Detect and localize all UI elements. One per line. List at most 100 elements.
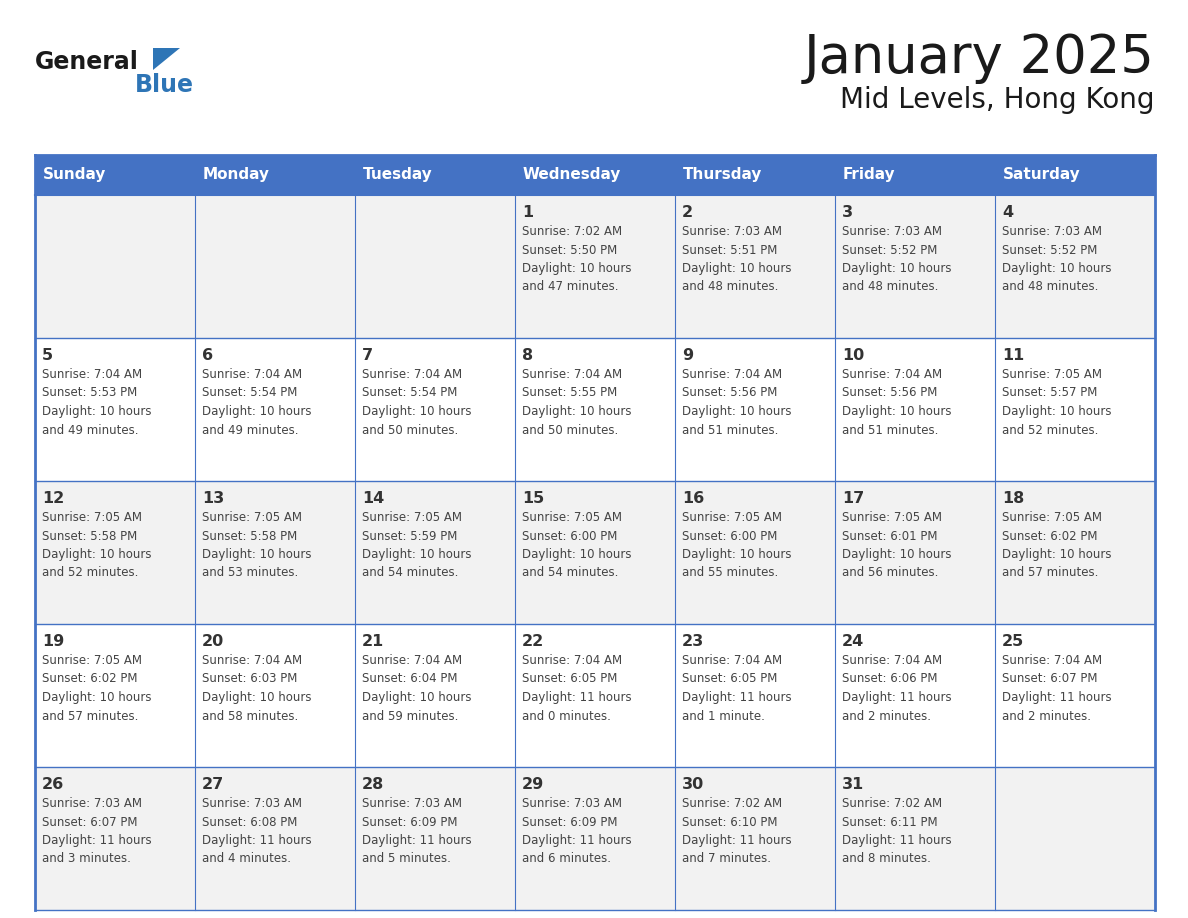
Text: Sunrise: 7:03 AM
Sunset: 6:09 PM
Daylight: 11 hours
and 5 minutes.: Sunrise: 7:03 AM Sunset: 6:09 PM Dayligh…: [362, 797, 472, 866]
Text: Sunrise: 7:04 AM
Sunset: 5:56 PM
Daylight: 10 hours
and 51 minutes.: Sunrise: 7:04 AM Sunset: 5:56 PM Dayligh…: [682, 368, 791, 436]
Bar: [835, 481, 996, 624]
Text: 25: 25: [1001, 634, 1024, 649]
Bar: [355, 155, 516, 195]
Text: Sunrise: 7:05 AM
Sunset: 6:01 PM
Daylight: 10 hours
and 56 minutes.: Sunrise: 7:05 AM Sunset: 6:01 PM Dayligh…: [842, 511, 952, 579]
Text: Sunrise: 7:04 AM
Sunset: 5:54 PM
Daylight: 10 hours
and 50 minutes.: Sunrise: 7:04 AM Sunset: 5:54 PM Dayligh…: [362, 368, 472, 436]
Text: 21: 21: [362, 634, 384, 649]
Text: 18: 18: [1001, 491, 1024, 506]
Text: Mid Levels, Hong Kong: Mid Levels, Hong Kong: [840, 86, 1155, 114]
Text: Thursday: Thursday: [683, 167, 763, 183]
Bar: [996, 155, 1155, 195]
Bar: [195, 481, 355, 624]
Text: Blue: Blue: [135, 73, 194, 97]
Bar: [675, 338, 835, 481]
Bar: [516, 195, 675, 338]
Text: 11: 11: [1001, 348, 1024, 363]
Bar: [355, 767, 516, 910]
Text: 10: 10: [842, 348, 864, 363]
Bar: [675, 195, 835, 338]
Bar: [996, 195, 1155, 338]
Text: Sunrise: 7:03 AM
Sunset: 6:07 PM
Daylight: 11 hours
and 3 minutes.: Sunrise: 7:03 AM Sunset: 6:07 PM Dayligh…: [42, 797, 152, 866]
Text: Sunrise: 7:03 AM
Sunset: 6:08 PM
Daylight: 11 hours
and 4 minutes.: Sunrise: 7:03 AM Sunset: 6:08 PM Dayligh…: [202, 797, 311, 866]
Text: Sunrise: 7:02 AM
Sunset: 5:50 PM
Daylight: 10 hours
and 47 minutes.: Sunrise: 7:02 AM Sunset: 5:50 PM Dayligh…: [522, 225, 632, 294]
Bar: [195, 624, 355, 767]
Bar: [516, 338, 675, 481]
Text: 26: 26: [42, 777, 64, 792]
Bar: [835, 624, 996, 767]
Bar: [835, 767, 996, 910]
Polygon shape: [153, 48, 181, 70]
Text: 13: 13: [202, 491, 225, 506]
Bar: [835, 155, 996, 195]
Bar: [195, 195, 355, 338]
Text: 30: 30: [682, 777, 704, 792]
Bar: [516, 481, 675, 624]
Bar: [996, 624, 1155, 767]
Text: Sunrise: 7:05 AM
Sunset: 5:58 PM
Daylight: 10 hours
and 52 minutes.: Sunrise: 7:05 AM Sunset: 5:58 PM Dayligh…: [42, 511, 152, 579]
Text: Sunrise: 7:04 AM
Sunset: 6:07 PM
Daylight: 11 hours
and 2 minutes.: Sunrise: 7:04 AM Sunset: 6:07 PM Dayligh…: [1001, 654, 1112, 722]
Text: Sunrise: 7:04 AM
Sunset: 6:06 PM
Daylight: 11 hours
and 2 minutes.: Sunrise: 7:04 AM Sunset: 6:06 PM Dayligh…: [842, 654, 952, 722]
Bar: [675, 767, 835, 910]
Bar: [34, 624, 195, 767]
Text: 20: 20: [202, 634, 225, 649]
Text: General: General: [34, 50, 139, 74]
Text: Sunrise: 7:05 AM
Sunset: 6:02 PM
Daylight: 10 hours
and 57 minutes.: Sunrise: 7:05 AM Sunset: 6:02 PM Dayligh…: [42, 654, 152, 722]
Text: 12: 12: [42, 491, 64, 506]
Bar: [675, 481, 835, 624]
Text: Sunrise: 7:05 AM
Sunset: 6:02 PM
Daylight: 10 hours
and 57 minutes.: Sunrise: 7:05 AM Sunset: 6:02 PM Dayligh…: [1001, 511, 1112, 579]
Text: 14: 14: [362, 491, 384, 506]
Text: Sunrise: 7:05 AM
Sunset: 5:57 PM
Daylight: 10 hours
and 52 minutes.: Sunrise: 7:05 AM Sunset: 5:57 PM Dayligh…: [1001, 368, 1112, 436]
Bar: [355, 481, 516, 624]
Text: 31: 31: [842, 777, 864, 792]
Bar: [516, 624, 675, 767]
Text: Sunrise: 7:04 AM
Sunset: 6:04 PM
Daylight: 10 hours
and 59 minutes.: Sunrise: 7:04 AM Sunset: 6:04 PM Dayligh…: [362, 654, 472, 722]
Bar: [34, 338, 195, 481]
Text: Sunrise: 7:05 AM
Sunset: 6:00 PM
Daylight: 10 hours
and 55 minutes.: Sunrise: 7:05 AM Sunset: 6:00 PM Dayligh…: [682, 511, 791, 579]
Bar: [34, 155, 195, 195]
Text: Tuesday: Tuesday: [364, 167, 432, 183]
Text: 15: 15: [522, 491, 544, 506]
Bar: [996, 338, 1155, 481]
Text: Sunrise: 7:05 AM
Sunset: 6:00 PM
Daylight: 10 hours
and 54 minutes.: Sunrise: 7:05 AM Sunset: 6:00 PM Dayligh…: [522, 511, 632, 579]
Text: Saturday: Saturday: [1003, 167, 1081, 183]
Text: Sunrise: 7:03 AM
Sunset: 6:09 PM
Daylight: 11 hours
and 6 minutes.: Sunrise: 7:03 AM Sunset: 6:09 PM Dayligh…: [522, 797, 632, 866]
Text: Sunday: Sunday: [43, 167, 107, 183]
Text: 29: 29: [522, 777, 544, 792]
Bar: [195, 338, 355, 481]
Bar: [195, 767, 355, 910]
Bar: [835, 195, 996, 338]
Text: Friday: Friday: [843, 167, 896, 183]
Text: 5: 5: [42, 348, 53, 363]
Text: 27: 27: [202, 777, 225, 792]
Text: 24: 24: [842, 634, 864, 649]
Text: 2: 2: [682, 205, 693, 220]
Text: 1: 1: [522, 205, 533, 220]
Text: Monday: Monday: [203, 167, 270, 183]
Text: Sunrise: 7:04 AM
Sunset: 6:03 PM
Daylight: 10 hours
and 58 minutes.: Sunrise: 7:04 AM Sunset: 6:03 PM Dayligh…: [202, 654, 311, 722]
Bar: [675, 624, 835, 767]
Bar: [835, 338, 996, 481]
Text: 17: 17: [842, 491, 864, 506]
Bar: [516, 767, 675, 910]
Text: January 2025: January 2025: [804, 32, 1155, 84]
Text: Sunrise: 7:03 AM
Sunset: 5:51 PM
Daylight: 10 hours
and 48 minutes.: Sunrise: 7:03 AM Sunset: 5:51 PM Dayligh…: [682, 225, 791, 294]
Bar: [34, 767, 195, 910]
Text: 16: 16: [682, 491, 704, 506]
Text: 9: 9: [682, 348, 693, 363]
Text: 19: 19: [42, 634, 64, 649]
Bar: [34, 195, 195, 338]
Bar: [355, 624, 516, 767]
Text: Sunrise: 7:04 AM
Sunset: 5:53 PM
Daylight: 10 hours
and 49 minutes.: Sunrise: 7:04 AM Sunset: 5:53 PM Dayligh…: [42, 368, 152, 436]
Text: Sunrise: 7:03 AM
Sunset: 5:52 PM
Daylight: 10 hours
and 48 minutes.: Sunrise: 7:03 AM Sunset: 5:52 PM Dayligh…: [1001, 225, 1112, 294]
Text: 28: 28: [362, 777, 384, 792]
Text: 8: 8: [522, 348, 533, 363]
Text: Sunrise: 7:04 AM
Sunset: 6:05 PM
Daylight: 11 hours
and 0 minutes.: Sunrise: 7:04 AM Sunset: 6:05 PM Dayligh…: [522, 654, 632, 722]
Text: Sunrise: 7:05 AM
Sunset: 5:58 PM
Daylight: 10 hours
and 53 minutes.: Sunrise: 7:05 AM Sunset: 5:58 PM Dayligh…: [202, 511, 311, 579]
Text: Sunrise: 7:04 AM
Sunset: 5:54 PM
Daylight: 10 hours
and 49 minutes.: Sunrise: 7:04 AM Sunset: 5:54 PM Dayligh…: [202, 368, 311, 436]
Bar: [675, 155, 835, 195]
Bar: [355, 195, 516, 338]
Text: Sunrise: 7:03 AM
Sunset: 5:52 PM
Daylight: 10 hours
and 48 minutes.: Sunrise: 7:03 AM Sunset: 5:52 PM Dayligh…: [842, 225, 952, 294]
Bar: [996, 481, 1155, 624]
Text: 7: 7: [362, 348, 373, 363]
Bar: [195, 155, 355, 195]
